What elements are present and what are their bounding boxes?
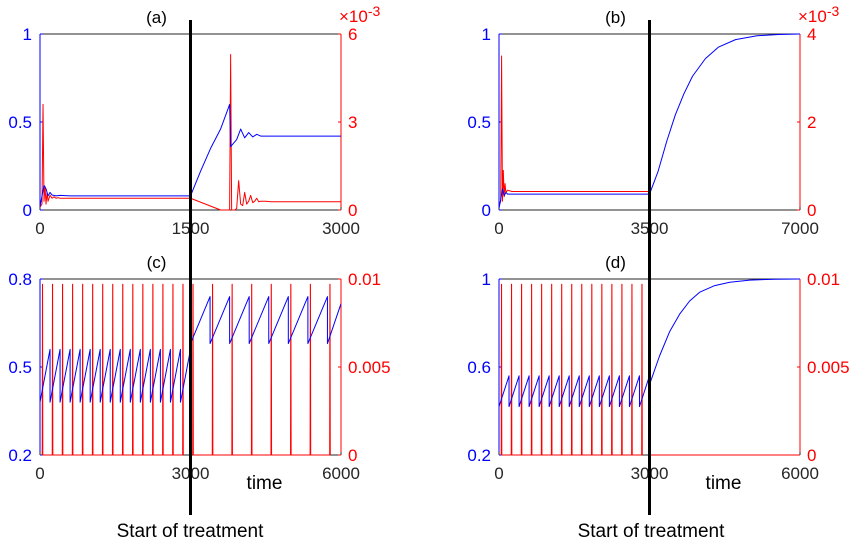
left-tick-label: 0.2 bbox=[8, 446, 32, 465]
x-tick-label: 3000 bbox=[322, 219, 360, 238]
right-tick-label: 0 bbox=[807, 201, 816, 220]
series-blue-line bbox=[190, 296, 341, 345]
right-tick-label: 0.01 bbox=[807, 270, 840, 289]
panel-label: (a) bbox=[146, 8, 167, 27]
series-blue-line bbox=[499, 33, 800, 209]
left-tick-label: 1 bbox=[23, 25, 32, 44]
series-red-line bbox=[499, 55, 650, 206]
panel-label: (b) bbox=[605, 8, 626, 27]
left-tick-label: 0.6 bbox=[467, 358, 491, 377]
right-tick-label: 0.005 bbox=[348, 358, 391, 377]
right-tick-label: 3 bbox=[348, 113, 357, 132]
series-red-line bbox=[500, 283, 643, 456]
x-tick-label: 7000 bbox=[781, 219, 819, 238]
right-tick-label: 0 bbox=[348, 446, 357, 465]
panel-label: (d) bbox=[605, 253, 626, 272]
x-axis-label: time bbox=[706, 473, 742, 494]
right-axis-exponent: ×10-3 bbox=[798, 3, 840, 26]
series-red-line bbox=[192, 283, 331, 456]
right-tick-label: 2 bbox=[807, 113, 816, 132]
panel-label: (c) bbox=[147, 253, 167, 272]
treatment-caption-left: Start of treatment bbox=[117, 521, 265, 542]
x-tick-label: 6000 bbox=[322, 464, 360, 483]
left-tick-label: 1 bbox=[482, 270, 491, 289]
right-tick-label: 0 bbox=[807, 446, 816, 465]
right-tick-label: 0.01 bbox=[348, 270, 381, 289]
series-blue-line bbox=[649, 278, 800, 385]
right-tick-label: 4 bbox=[807, 25, 816, 44]
left-tick-label: 0.2 bbox=[467, 446, 491, 465]
series-blue-line bbox=[499, 375, 650, 408]
right-axis-exponent: ×10-3 bbox=[339, 3, 381, 26]
left-tick-label: 0 bbox=[482, 201, 491, 220]
series-blue-line bbox=[40, 348, 191, 403]
series-blue-line bbox=[40, 103, 341, 207]
right-tick-label: 0.005 bbox=[807, 358, 850, 377]
x-tick-label: 6000 bbox=[781, 464, 819, 483]
right-tick-label: 6 bbox=[348, 25, 357, 44]
x-tick-label: 0 bbox=[494, 464, 503, 483]
series-red-line bbox=[41, 283, 184, 456]
left-tick-label: 0.5 bbox=[467, 113, 491, 132]
x-axis-label: time bbox=[247, 473, 283, 494]
left-tick-label: 0.5 bbox=[8, 358, 32, 377]
treatment-caption-right: Start of treatment bbox=[578, 521, 726, 542]
x-tick-label: 0 bbox=[35, 464, 44, 483]
left-tick-label: 1 bbox=[482, 25, 491, 44]
left-tick-label: 0.8 bbox=[8, 270, 32, 289]
right-tick-label: 0 bbox=[348, 201, 357, 220]
x-tick-label: 0 bbox=[35, 219, 44, 238]
left-tick-label: 0 bbox=[23, 201, 32, 220]
left-tick-label: 0.5 bbox=[8, 113, 32, 132]
x-tick-label: 0 bbox=[494, 219, 503, 238]
